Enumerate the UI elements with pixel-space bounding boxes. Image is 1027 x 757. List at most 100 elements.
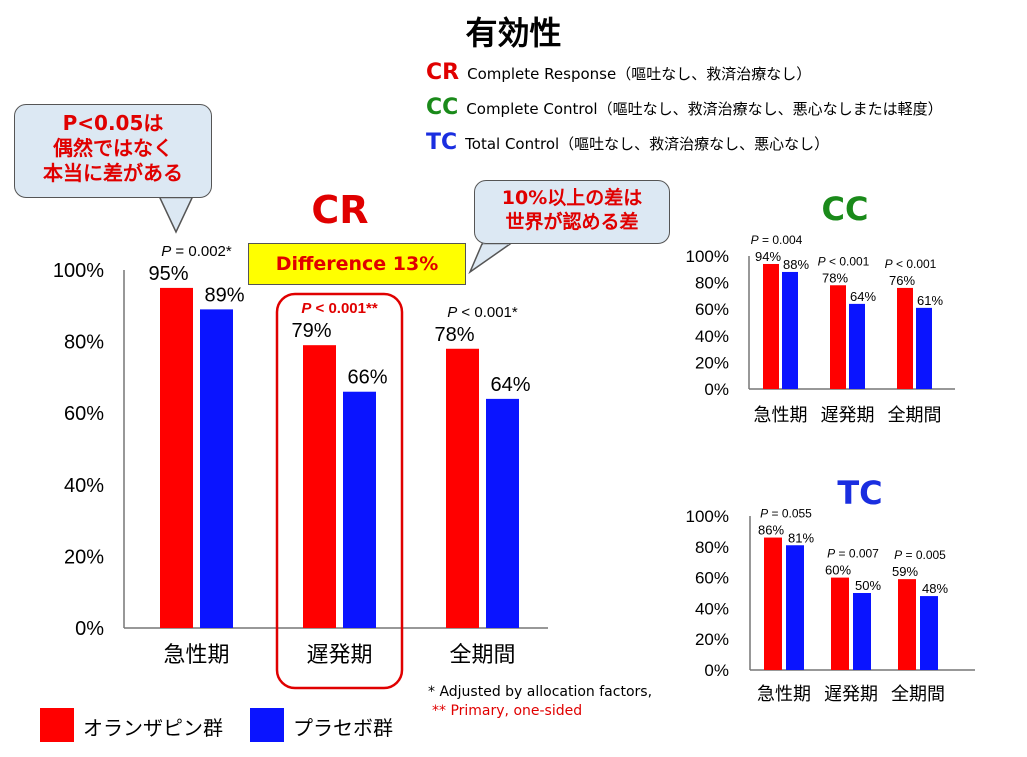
y-tick-label: 20%: [695, 353, 729, 372]
p-value-label: P < 0.001*: [447, 304, 518, 321]
category-label: 遅発期: [824, 684, 878, 704]
bar-olanzapine-1: [303, 345, 336, 628]
p-value-symbol: P: [827, 547, 835, 561]
bar-olanzapine-2: [898, 579, 916, 670]
callout-difference: 10%以上の差は 世界が認める差: [474, 180, 670, 244]
value-label: 79%: [291, 320, 331, 342]
value-label: 78%: [822, 270, 848, 285]
p-value-text: = 0.005: [902, 548, 946, 562]
y-tick-label: 60%: [64, 403, 104, 425]
y-tick-label: 60%: [695, 569, 729, 588]
value-label: 66%: [347, 367, 387, 389]
y-tick-label: 100%: [686, 507, 729, 526]
p-value-symbol: P: [760, 507, 768, 521]
value-label: 95%: [148, 263, 188, 285]
bar-olanzapine-0: [764, 537, 782, 670]
legend-tc-abbr: TC: [426, 130, 458, 155]
callout-significance-line2: 偶然ではなく: [53, 136, 173, 160]
bar-olanzapine-0: [160, 287, 193, 628]
legend-swatch-placebo: [250, 708, 284, 742]
bar-olanzapine-0: [763, 263, 779, 389]
p-value-label: P < 0.001: [818, 254, 870, 268]
category-label: 全期間: [888, 405, 942, 425]
p-value-text: = 0.002*: [171, 243, 232, 260]
p-value-label: P = 0.055: [760, 507, 812, 521]
bar-olanzapine-2: [446, 348, 479, 628]
value-label: 88%: [783, 257, 809, 272]
y-tick-label: 60%: [695, 300, 729, 319]
highlight-frame-delayed: [275, 292, 404, 690]
bar-placebo-2: [916, 307, 932, 389]
p-value-label: P = 0.004: [751, 233, 803, 247]
p-value-label: P < 0.001: [885, 257, 937, 271]
y-tick-label: 80%: [695, 274, 729, 293]
category-label: 急性期: [754, 405, 808, 425]
category-label: 急性期: [163, 642, 229, 667]
p-value-text: = 0.007: [835, 547, 879, 561]
chart-title-cr: CR: [311, 188, 369, 232]
value-label: 60%: [825, 563, 851, 578]
bar-placebo-1: [853, 593, 871, 670]
legend-cr: CR Complete Response（嘔吐なし、救済治療なし）: [426, 60, 811, 85]
bar-placebo-1: [343, 391, 376, 628]
y-tick-label: 0%: [704, 661, 729, 680]
legend-swatch-olanzapine: [40, 708, 74, 742]
bar-placebo-2: [486, 398, 519, 628]
page-title: 有効性: [465, 14, 562, 52]
p-value-text: < 0.001**: [311, 300, 377, 317]
legend-cr-abbr: CR: [426, 60, 460, 85]
bar-olanzapine-1: [830, 285, 846, 389]
y-tick-label: 20%: [695, 630, 729, 649]
p-value-label: P = 0.007: [827, 547, 879, 561]
y-tick-label: 80%: [695, 538, 729, 557]
y-tick-label: 100%: [686, 247, 729, 266]
bar-olanzapine-2: [897, 287, 913, 389]
p-value-symbol: P: [161, 243, 171, 260]
value-label: 78%: [434, 324, 474, 346]
p-value-text: < 0.001: [826, 254, 870, 268]
legend-tc-desc: Total Control（嘔吐なし、救済治療なし、悪心なし）: [465, 135, 830, 153]
p-value-symbol: P: [751, 233, 759, 247]
y-tick-label: 0%: [704, 380, 729, 399]
p-value-text: = 0.055: [768, 507, 812, 521]
value-label: 76%: [889, 273, 915, 288]
p-value-label: P = 0.005: [894, 548, 946, 562]
footnote-adjusted: * Adjusted by allocation factors,: [428, 684, 653, 700]
footnote-primary: ** Primary, one-sided: [432, 703, 583, 719]
callout-difference-line2: 世界が認める差: [505, 210, 639, 233]
p-value-label: P = 0.002*: [161, 243, 232, 260]
p-value-label: P < 0.001**: [301, 300, 377, 317]
p-value-symbol: P: [894, 548, 902, 562]
bar-placebo-0: [200, 309, 233, 628]
y-tick-label: 20%: [64, 546, 104, 568]
value-label: 86%: [758, 523, 784, 538]
category-label: 遅発期: [306, 642, 372, 667]
legend-label-placebo: プラセボ群: [293, 716, 393, 740]
p-value-text: = 0.004: [759, 233, 803, 247]
legend-cr-desc: Complete Response（嘔吐なし、救済治療なし）: [467, 65, 812, 83]
y-tick-label: 100%: [53, 260, 104, 282]
bar-placebo-0: [786, 545, 804, 670]
p-value-text: < 0.001: [893, 257, 937, 271]
value-label: 94%: [755, 249, 781, 264]
legend-cc: CC Complete Control（嘔吐なし、救済治療なし、悪心なしまたは軽度…: [426, 95, 943, 120]
value-label: 50%: [855, 578, 881, 593]
chart-title-cc: CC: [821, 190, 869, 228]
y-tick-label: 40%: [695, 599, 729, 618]
p-value-text: < 0.001*: [457, 304, 518, 321]
callout-difference-line1: 10%以上の差は: [501, 187, 643, 209]
category-label: 全期間: [891, 684, 945, 704]
bar-olanzapine-1: [831, 577, 849, 670]
value-label: 61%: [917, 293, 943, 308]
y-tick-label: 80%: [64, 332, 104, 354]
callout-significance-line1: P<0.05は: [62, 111, 164, 135]
legend-label-olanzapine: オランザピン群: [83, 716, 223, 740]
value-label: 48%: [922, 581, 948, 596]
value-label: 64%: [850, 289, 876, 304]
difference-badge: Difference 13%: [248, 243, 466, 285]
legend-cc-abbr: CC: [426, 95, 459, 120]
y-tick-label: 0%: [75, 618, 104, 640]
y-tick-label: 40%: [64, 475, 104, 497]
p-value-symbol: P: [447, 304, 457, 321]
